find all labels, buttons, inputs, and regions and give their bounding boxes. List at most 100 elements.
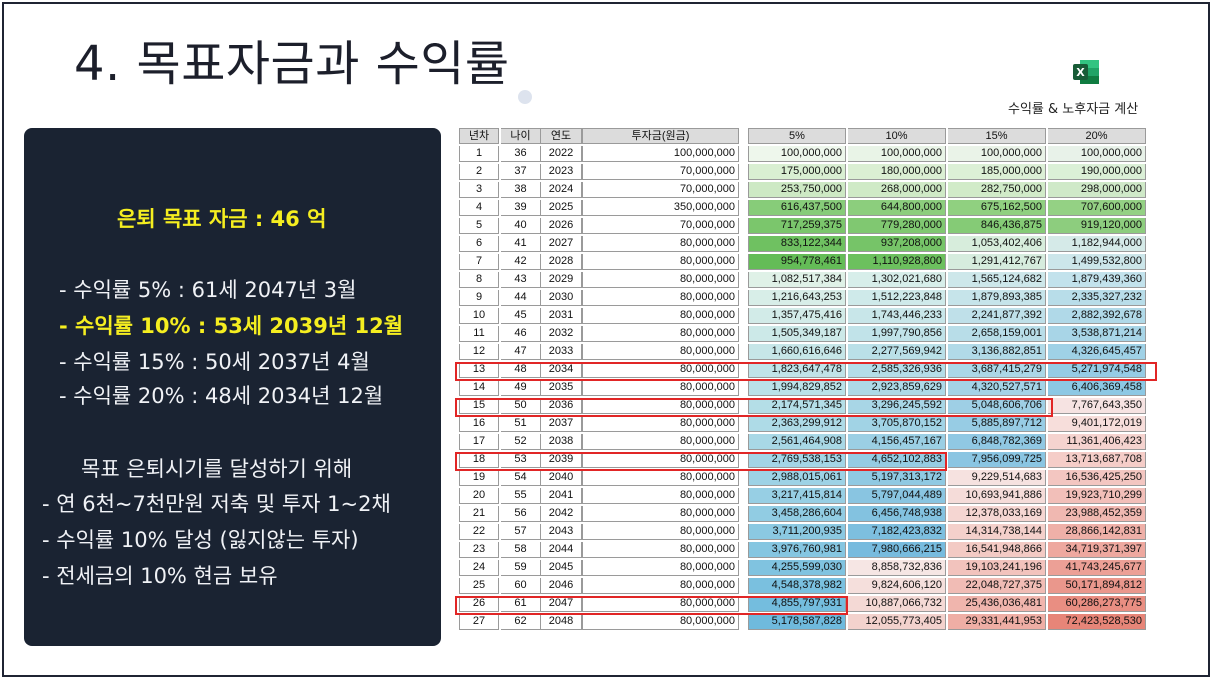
table-cell: 1,291,412,767 bbox=[948, 254, 1046, 270]
table-cell: 13,713,687,708 bbox=[1048, 452, 1146, 468]
table-cell: 282,750,000 bbox=[948, 182, 1046, 198]
plan-item: - 전세금의 10% 현금 보유 bbox=[42, 564, 278, 588]
table-cell: 27 bbox=[459, 614, 499, 630]
table-cell: 3,711,200,935 bbox=[748, 524, 846, 540]
table-cell: 4 bbox=[459, 200, 499, 216]
table-cell: 2047 bbox=[541, 596, 582, 612]
table-cell: 6,406,369,458 bbox=[1048, 380, 1146, 396]
table-cell: 80,000,000 bbox=[582, 416, 739, 432]
table-cell: 58 bbox=[501, 542, 541, 558]
table-cell: 9,824,606,120 bbox=[848, 578, 946, 594]
table-cell: 22 bbox=[459, 524, 499, 540]
table-cell: 2048 bbox=[541, 614, 582, 630]
table-row: 9 44 2030 80,000,000 1,216,643,253 1,512,223,… bbox=[459, 290, 1148, 306]
table-cell: 56 bbox=[501, 506, 541, 522]
table-cell: 2042 bbox=[541, 506, 582, 522]
table-cell: 100,000,000 bbox=[748, 146, 846, 162]
table-cell: 45 bbox=[501, 308, 541, 324]
table-cell: 2035 bbox=[541, 380, 582, 396]
table-cell: 4,326,645,457 bbox=[1048, 344, 1146, 360]
table-cell: 53 bbox=[501, 452, 541, 468]
table-cell: 2037 bbox=[541, 416, 582, 432]
highlight-box-5pct bbox=[455, 596, 848, 615]
table-cell: 1,823,647,478 bbox=[748, 362, 846, 378]
table-cell: 80,000,000 bbox=[582, 578, 739, 594]
table-cell: 38 bbox=[501, 182, 541, 198]
table-cell: 2,585,326,936 bbox=[848, 362, 946, 378]
table-header-row: 년차 나이 연도 투자금(원금) 5% 10% 15% 20% bbox=[459, 128, 1148, 144]
table-cell: 2,882,392,678 bbox=[1048, 308, 1146, 324]
table-cell: 779,280,000 bbox=[848, 218, 946, 234]
table-cell: 80,000,000 bbox=[582, 290, 739, 306]
table-cell: 1,879,893,385 bbox=[948, 290, 1046, 306]
table-cell: 100,000,000 bbox=[582, 146, 739, 162]
table-cell: 20 bbox=[459, 488, 499, 504]
table-cell: 46 bbox=[501, 326, 541, 342]
table-cell: 25 bbox=[459, 578, 499, 594]
table-cell: 7,980,666,215 bbox=[848, 542, 946, 558]
table-cell: 2027 bbox=[541, 236, 582, 252]
table-cell: 5 bbox=[459, 218, 499, 234]
table-cell: 10,887,066,732 bbox=[848, 596, 946, 612]
table-cell: 43 bbox=[501, 272, 541, 288]
slide-title: 4. 목표자금과 수익률 bbox=[74, 36, 510, 92]
table-cell: 1,743,446,233 bbox=[848, 308, 946, 324]
table-row: 19 54 2040 80,000,000 2,988,015,061 5,197,313… bbox=[459, 470, 1148, 486]
table-cell: 2026 bbox=[541, 218, 582, 234]
table-cell: 954,778,461 bbox=[748, 254, 846, 270]
table-cell: 16,541,948,866 bbox=[948, 542, 1046, 558]
table-cell: 10,693,941,886 bbox=[948, 488, 1046, 504]
table-cell: 42 bbox=[501, 254, 541, 270]
table-cell: 2040 bbox=[541, 470, 582, 486]
table-cell: 80,000,000 bbox=[582, 272, 739, 288]
table-cell: 44 bbox=[501, 290, 541, 306]
table-cell: 3,538,871,214 bbox=[1048, 326, 1146, 342]
table-cell: 2,363,299,912 bbox=[748, 416, 846, 432]
table-row: 14 49 2035 80,000,000 1,994,829,852 2,923,859… bbox=[459, 380, 1148, 396]
rate-line: - 수익률 20% : 48세 2034년 12월 bbox=[59, 384, 384, 408]
rate-line: - 수익률 5% : 61세 2047년 3월 bbox=[59, 278, 357, 302]
table-row: 4 39 2025 350,000,000 616,437,500 644,800,000… bbox=[459, 200, 1148, 216]
table-cell: 5,048,606,706 bbox=[948, 398, 1046, 414]
table-cell: 2,174,571,345 bbox=[748, 398, 846, 414]
table-cell: 3,136,882,851 bbox=[948, 344, 1046, 360]
highlight-box-10pct bbox=[455, 452, 947, 471]
table-cell: 70,000,000 bbox=[582, 164, 739, 180]
table-cell: 3 bbox=[459, 182, 499, 198]
table-cell: 80,000,000 bbox=[582, 524, 739, 540]
table-cell: 20% bbox=[1048, 128, 1146, 144]
table-cell: 833,122,344 bbox=[748, 236, 846, 252]
title-decoration-dot bbox=[518, 90, 532, 104]
table-cell: 40 bbox=[501, 218, 541, 234]
table-cell: 2,988,015,061 bbox=[748, 470, 846, 486]
plan-title: 목표 은퇴시기를 달성하기 위해 bbox=[81, 457, 353, 481]
table-cell: 16 bbox=[459, 416, 499, 432]
table-cell: 투자금(원금) bbox=[582, 128, 739, 144]
table-cell: 80,000,000 bbox=[582, 398, 739, 414]
table-cell: 50 bbox=[501, 398, 541, 414]
table-cell: 2,241,877,392 bbox=[948, 308, 1046, 324]
table-row: 15 50 2036 80,000,000 2,174,571,345 3,296,245… bbox=[459, 398, 1148, 414]
table-row: 16 51 2037 80,000,000 2,363,299,912 3,705,870… bbox=[459, 416, 1148, 432]
table-cell: 3,296,245,592 bbox=[848, 398, 946, 414]
table-cell: 1,879,439,360 bbox=[1048, 272, 1146, 288]
table-cell: 190,000,000 bbox=[1048, 164, 1146, 180]
highlight-box-20pct bbox=[455, 362, 1157, 381]
table-cell: 937,208,000 bbox=[848, 236, 946, 252]
table-cell: 23 bbox=[459, 542, 499, 558]
table-cell: 616,437,500 bbox=[748, 200, 846, 216]
table-cell: 2030 bbox=[541, 290, 582, 306]
table-cell: 8 bbox=[459, 272, 499, 288]
table-cell: 60 bbox=[501, 578, 541, 594]
table-cell: 1,565,124,682 bbox=[948, 272, 1046, 288]
table-cell: 50,171,894,812 bbox=[1048, 578, 1146, 594]
table-cell: 1,997,790,856 bbox=[848, 326, 946, 342]
excel-icon: X bbox=[1073, 60, 1099, 84]
table-cell: 4,255,599,030 bbox=[748, 560, 846, 576]
table-cell: 185,000,000 bbox=[948, 164, 1046, 180]
table-cell: 707,600,000 bbox=[1048, 200, 1146, 216]
table-cell: 14,314,738,144 bbox=[948, 524, 1046, 540]
table-cell: 1,660,616,646 bbox=[748, 344, 846, 360]
table-cell: 5,797,044,489 bbox=[848, 488, 946, 504]
table-cell: 268,000,000 bbox=[848, 182, 946, 198]
